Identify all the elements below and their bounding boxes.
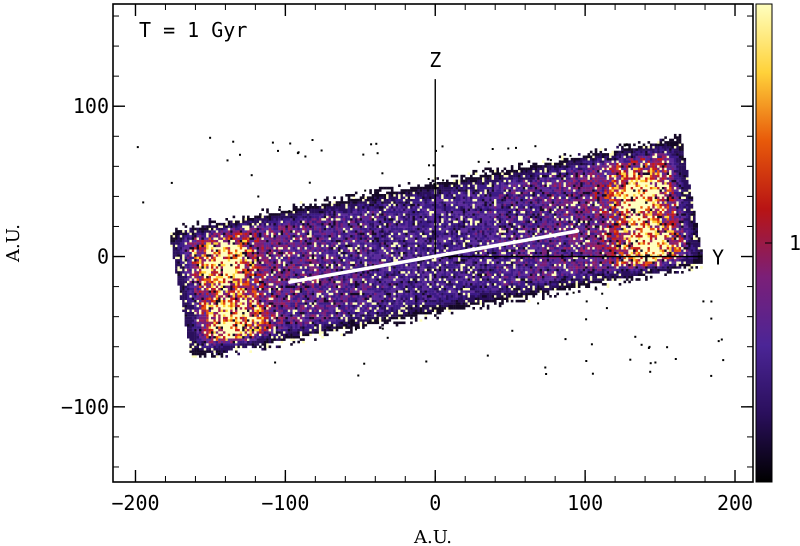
x-axis-ticks: −200 −100 0 100 200 bbox=[111, 4, 753, 515]
plot-frame bbox=[112, 3, 754, 483]
y-tick-label: 0 bbox=[97, 245, 109, 269]
bar-axis-z-label: Z bbox=[429, 48, 441, 72]
bar-axes: ZY bbox=[429, 48, 724, 269]
y-axis-title: A.U. bbox=[3, 224, 24, 263]
y-tick-label: 100 bbox=[73, 94, 109, 118]
x-axis-title: A.U. bbox=[413, 527, 452, 546]
bar-major-axis-line bbox=[288, 229, 580, 284]
x-tick-label: 200 bbox=[717, 491, 753, 515]
density-map bbox=[136, 133, 725, 377]
x-tick-label: 100 bbox=[567, 491, 603, 515]
colorbar-tick-label: 1 bbox=[789, 231, 800, 255]
x-tick-label: −100 bbox=[261, 491, 309, 515]
y-axis-ticks: −100 0 100 bbox=[61, 15, 753, 468]
y-tick-label: −100 bbox=[61, 395, 109, 419]
time-annotation: T = 1 Gyr bbox=[139, 18, 247, 42]
x-tick-label: −200 bbox=[111, 491, 159, 515]
x-tick-label: 0 bbox=[429, 491, 441, 515]
bar-axis-y-label: Y bbox=[712, 246, 724, 270]
